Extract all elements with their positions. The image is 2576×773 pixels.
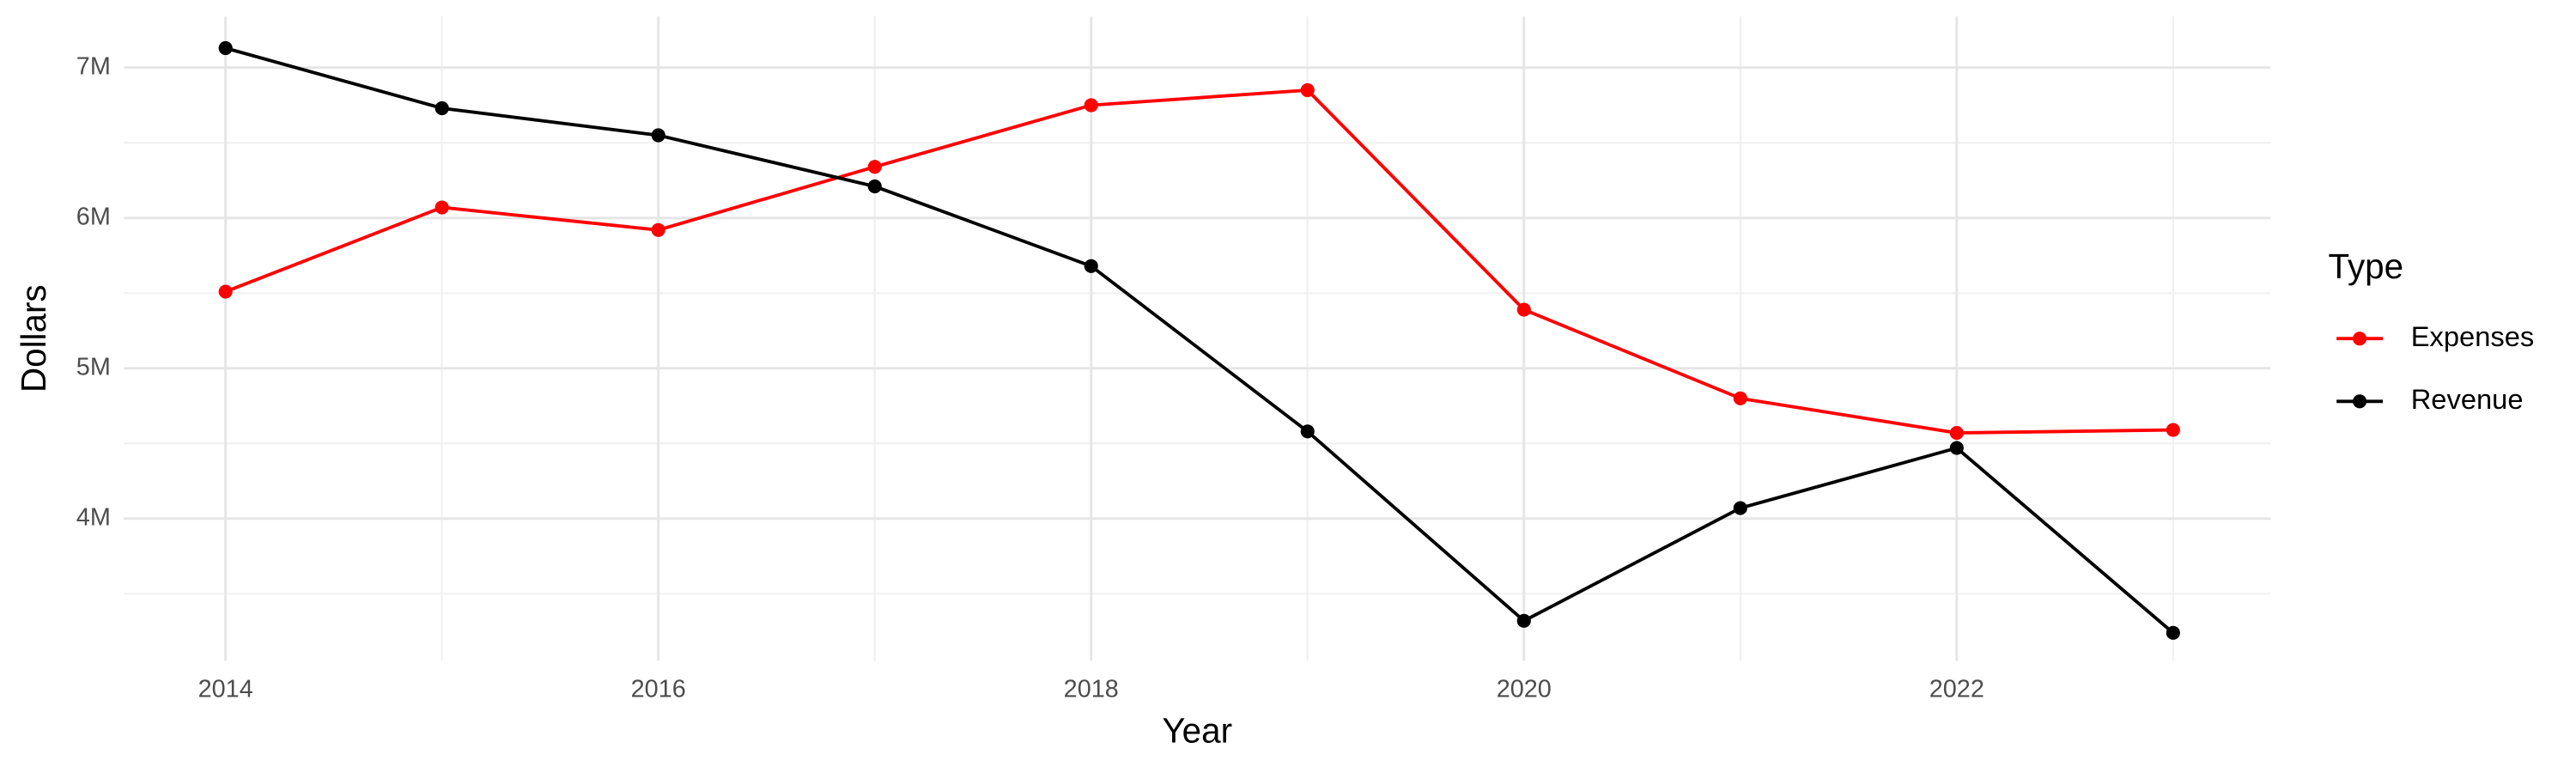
x-tick-label: 2016	[631, 675, 686, 703]
y-axis-title: Dollars	[14, 284, 53, 393]
legend-marker	[2353, 332, 2367, 346]
y-tick-label: 5M	[76, 353, 111, 380]
legend-label: Expenses	[2411, 320, 2535, 352]
data-point	[2166, 625, 2180, 640]
data-point	[1300, 82, 1315, 98]
data-point	[1084, 98, 1098, 113]
legend-marker	[2353, 394, 2367, 409]
data-point	[1733, 391, 1747, 405]
x-tick-label: 2014	[198, 675, 253, 703]
x-axis-title: Year	[1162, 711, 1232, 751]
data-point	[1300, 424, 1315, 439]
data-point	[1516, 302, 1531, 317]
data-point	[218, 284, 233, 299]
data-point	[1516, 613, 1531, 628]
data-point	[1949, 441, 1964, 455]
data-point	[2166, 423, 2180, 437]
data-point	[651, 128, 665, 143]
data-point	[434, 200, 449, 215]
y-tick-label: 4M	[76, 503, 111, 531]
legend-title: Type	[2329, 247, 2404, 286]
data-point	[434, 100, 449, 116]
data-point	[1949, 425, 1964, 441]
x-tick-label: 2022	[1929, 675, 1984, 703]
legend-label: Revenue	[2411, 383, 2524, 415]
y-tick-label: 7M	[76, 52, 111, 80]
data-point	[651, 222, 665, 237]
data-point	[1084, 259, 1098, 273]
data-point	[218, 40, 233, 56]
data-point	[867, 160, 882, 174]
x-tick-label: 2018	[1064, 675, 1119, 703]
y-tick-label: 6M	[76, 203, 111, 230]
x-tick-label: 2020	[1497, 675, 1552, 703]
series-line	[225, 46, 2175, 635]
series-line	[224, 88, 2173, 435]
data-point	[1733, 501, 1747, 515]
data-point	[867, 179, 882, 194]
